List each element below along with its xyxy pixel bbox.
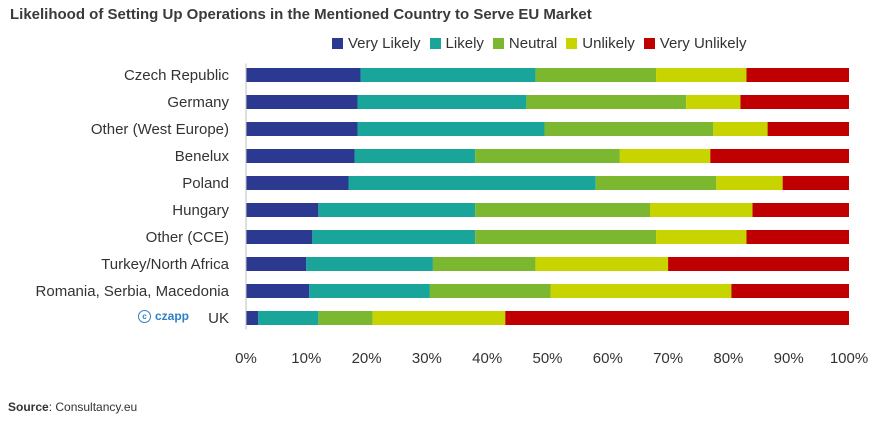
- bar-likely-hungary: [318, 203, 476, 217]
- legend-label-likely: Likely: [445, 35, 484, 52]
- legend-label-neutral: Neutral: [508, 35, 558, 52]
- legend-item-very-likely: Very Likely: [332, 35, 421, 52]
- bar-unlikely-other-cce: [656, 230, 747, 244]
- bar-neutral-other-cce: [475, 230, 657, 244]
- bar-unlikely-czech-republic: [656, 68, 747, 82]
- bar-unlikely-benelux: [619, 149, 711, 163]
- source-text: : Consultancy.eu: [48, 400, 138, 414]
- bar-likely-germany: [357, 95, 527, 109]
- bar-unlikely-germany: [686, 95, 741, 109]
- bar-very-likely-poland: [246, 176, 349, 190]
- legend-item-neutral: Neutral: [492, 35, 558, 52]
- category-label-benelux: Benelux: [175, 148, 230, 165]
- x-tick-label-10: 100%: [830, 350, 868, 367]
- legend-label-very-unlikely: Very Unlikely: [659, 35, 747, 52]
- bar-likely-czech-republic: [360, 68, 536, 82]
- bar-likely-romania-serbia-macedonia: [309, 284, 430, 298]
- bar-neutral-poland: [595, 176, 717, 190]
- x-tick-label-4: 40%: [472, 350, 502, 367]
- category-label-uk: UK: [208, 310, 229, 327]
- category-label-germany: Germany: [167, 94, 229, 111]
- x-tick-label-6: 60%: [593, 350, 623, 367]
- bar-very-likely-benelux: [246, 149, 355, 163]
- watermark-text: czapp: [155, 309, 190, 323]
- bar-very-likely-czech-republic: [246, 68, 361, 82]
- x-tick-label-2: 20%: [352, 350, 382, 367]
- bar-very-likely-germany: [246, 95, 358, 109]
- category-label-hungary: Hungary: [172, 202, 229, 219]
- bar-unlikely-other-west-europe: [713, 122, 768, 136]
- bar-very-likely-turkey-north-africa: [246, 257, 307, 271]
- legend-swatch-neutral: [492, 38, 504, 49]
- bar-unlikely-hungary: [650, 203, 753, 217]
- legend-item-likely: Likely: [429, 35, 484, 52]
- x-tick-label-5: 50%: [532, 350, 562, 367]
- x-tick-label-7: 70%: [653, 350, 683, 367]
- chart-legend: Very Likely Likely Neutral Unlikely Very…: [332, 35, 755, 52]
- legend-swatch-very-unlikely: [643, 38, 655, 49]
- bar-neutral-other-west-europe: [544, 122, 714, 136]
- bar-very-unlikely-benelux: [710, 149, 849, 163]
- bar-very-likely-romania-serbia-macedonia: [246, 284, 310, 298]
- legend-swatch-likely: [429, 38, 441, 49]
- bar-likely-poland: [348, 176, 596, 190]
- legend-label-unlikely: Unlikely: [582, 35, 635, 52]
- bar-very-unlikely-poland: [782, 176, 849, 190]
- legend-item-very-unlikely: Very Unlikely: [643, 35, 747, 52]
- bar-unlikely-turkey-north-africa: [535, 257, 669, 271]
- source-label: Source: [8, 400, 49, 414]
- bar-likely-benelux: [354, 149, 476, 163]
- bar-very-likely-other-west-europe: [246, 122, 358, 136]
- bar-very-unlikely-hungary: [752, 203, 849, 217]
- bar-unlikely-uk: [372, 311, 506, 325]
- bar-neutral-romania-serbia-macedonia: [429, 284, 551, 298]
- bar-very-likely-hungary: [246, 203, 319, 217]
- czapp-watermark: c czapp: [138, 309, 189, 323]
- category-label-poland: Poland: [182, 175, 229, 192]
- legend-label-very-likely: Very Likely: [348, 35, 421, 52]
- x-tick-label-3: 30%: [412, 350, 442, 367]
- bar-neutral-germany: [526, 95, 687, 109]
- bar-neutral-hungary: [475, 203, 651, 217]
- bar-neutral-benelux: [475, 149, 620, 163]
- legend-swatch-unlikely: [566, 38, 578, 49]
- category-label-czech-republic: Czech Republic: [124, 67, 230, 84]
- x-tick-label-9: 90%: [774, 350, 804, 367]
- bar-unlikely-poland: [716, 176, 783, 190]
- bar-neutral-uk: [318, 311, 373, 325]
- bar-very-unlikely-czech-republic: [746, 68, 849, 82]
- category-label-turkey-north-africa: Turkey/North Africa: [101, 256, 229, 273]
- bar-neutral-turkey-north-africa: [432, 257, 536, 271]
- category-label-other-west-europe: Other (West Europe): [91, 121, 229, 138]
- bar-likely-turkey-north-africa: [306, 257, 433, 271]
- bar-very-unlikely-other-west-europe: [767, 122, 849, 136]
- bar-very-likely-uk: [246, 311, 259, 325]
- bar-very-unlikely-germany: [740, 95, 849, 109]
- source-note: Source: Consultancy.eu: [8, 400, 137, 414]
- bar-very-unlikely-turkey-north-africa: [668, 257, 849, 271]
- x-tick-label-8: 80%: [713, 350, 743, 367]
- bar-likely-other-west-europe: [357, 122, 545, 136]
- category-label-romania-serbia-macedonia: Romania, Serbia, Macedonia: [36, 283, 230, 300]
- legend-swatch-very-likely: [332, 38, 343, 49]
- bar-very-likely-other-cce: [246, 230, 313, 244]
- bar-very-unlikely-other-cce: [746, 230, 849, 244]
- bar-likely-uk: [258, 311, 319, 325]
- legend-item-unlikely: Unlikely: [566, 35, 635, 52]
- bar-very-unlikely-romania-serbia-macedonia: [731, 284, 849, 298]
- bar-likely-other-cce: [312, 230, 476, 244]
- category-label-other-cce: Other (CCE): [146, 229, 229, 246]
- bar-neutral-czech-republic: [535, 68, 657, 82]
- x-tick-label-1: 10%: [291, 350, 321, 367]
- chart-title: Likelihood of Setting Up Operations in t…: [10, 6, 592, 23]
- x-tick-label-0: 0%: [235, 350, 257, 367]
- bar-unlikely-romania-serbia-macedonia: [550, 284, 732, 298]
- bar-very-unlikely-uk: [505, 311, 849, 325]
- copyright-icon: c: [138, 309, 151, 323]
